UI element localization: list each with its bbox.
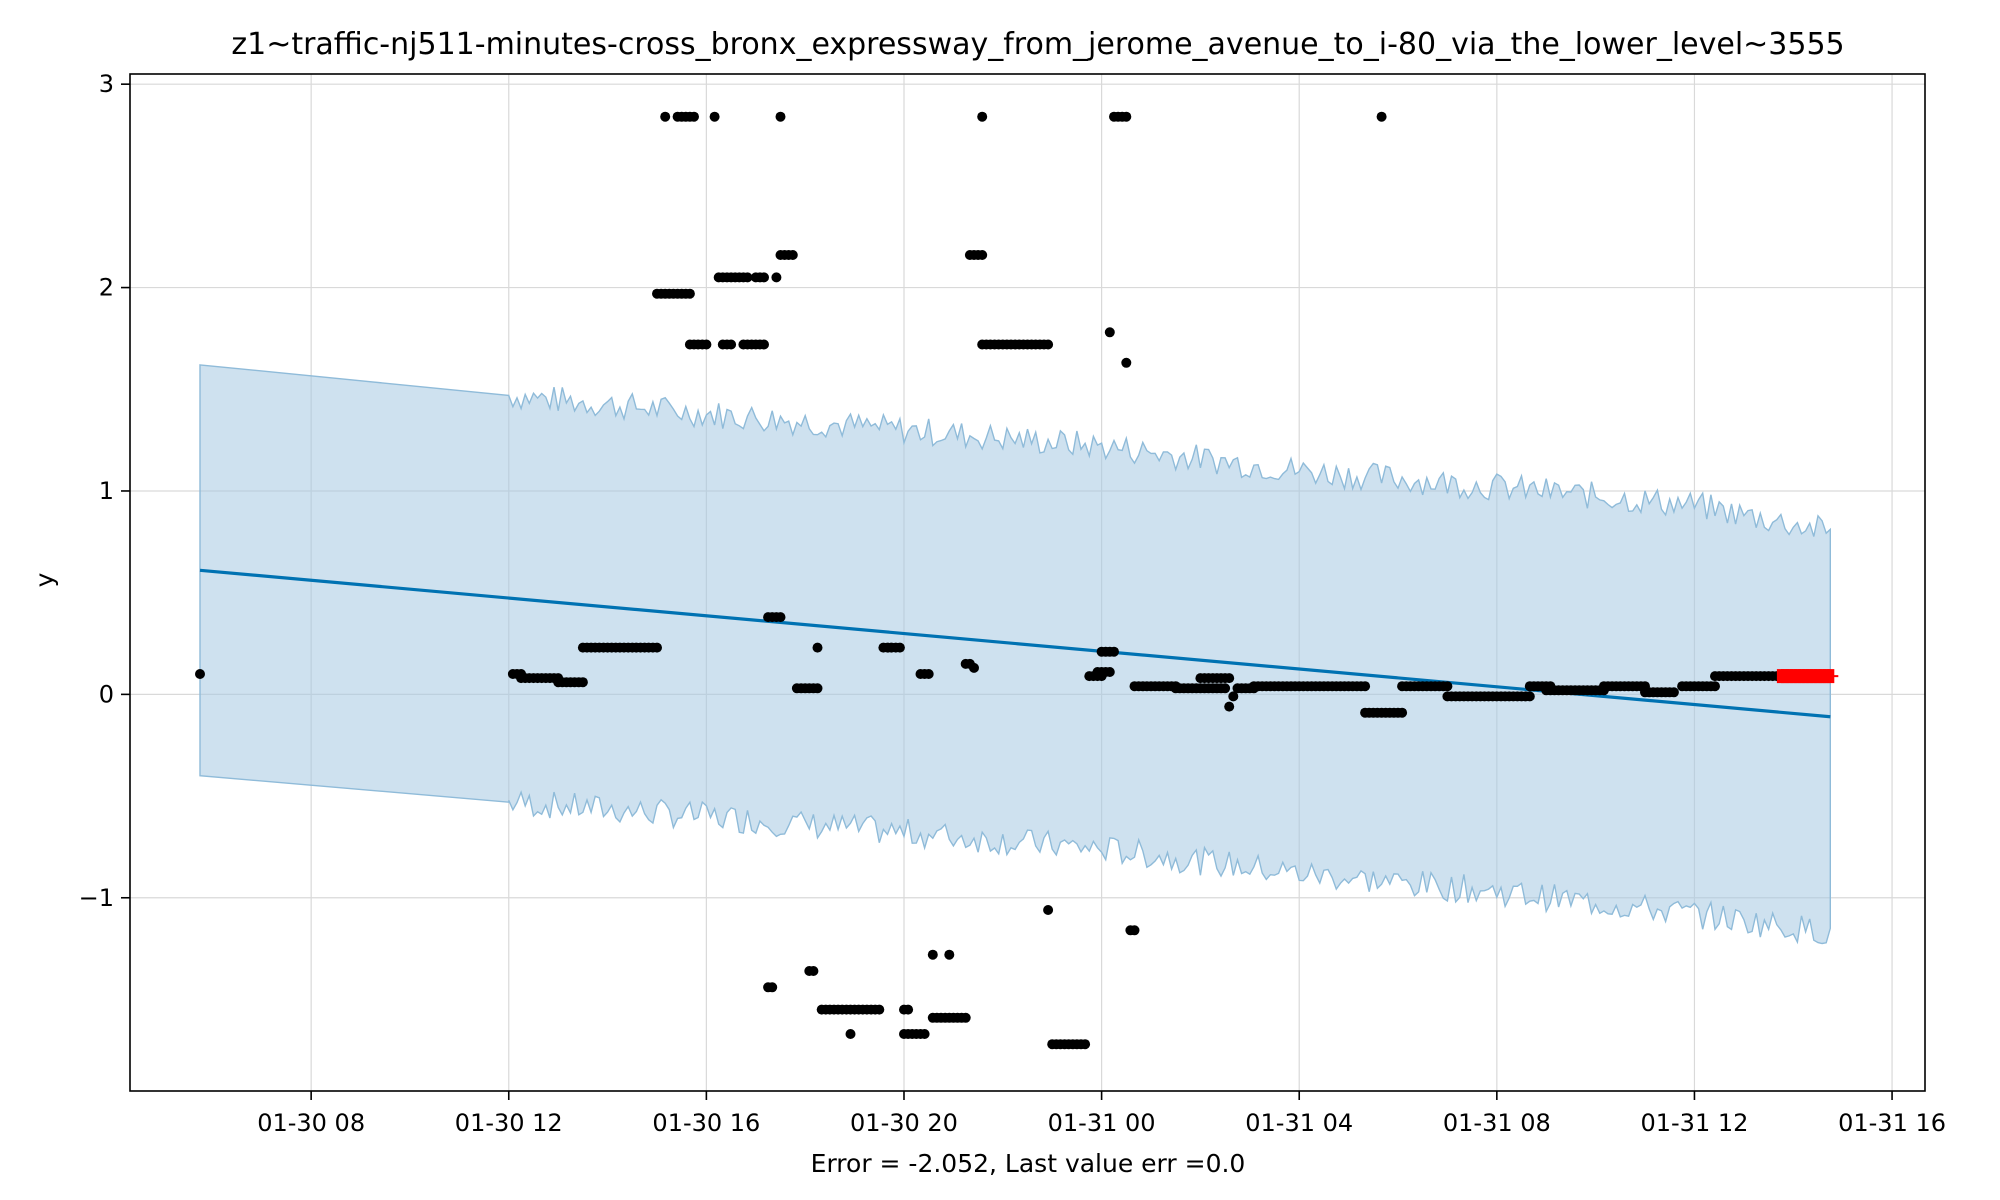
observed-point [1397, 707, 1408, 718]
uncertainty-band [199, 364, 1831, 945]
observed-point [652, 642, 662, 653]
observed-point [1442, 681, 1453, 692]
observed-point [845, 1029, 856, 1039]
observed-point [1228, 691, 1239, 702]
x-tick-label: 01-30 08 [257, 1109, 365, 1137]
x-tick-label: 01-30 20 [850, 1109, 958, 1137]
recent-point [1785, 669, 1794, 684]
recent-point [1826, 669, 1835, 684]
observed-point [195, 669, 205, 679]
x-tick-label: 01-31 08 [1443, 1109, 1551, 1137]
observed-point [1360, 681, 1371, 692]
observed-point [701, 339, 712, 350]
recent-point [1809, 669, 1818, 684]
recent-point [1793, 669, 1802, 684]
observed-point [1121, 111, 1132, 122]
observed-point [660, 111, 671, 122]
observed-point [874, 1004, 885, 1015]
x-tick-label: 01-31 16 [1838, 1109, 1946, 1137]
observed-point [684, 288, 695, 299]
observed-point [977, 250, 988, 260]
uncertainty-band-area [199, 364, 1831, 945]
observed-point [960, 1012, 971, 1023]
observed-point [1104, 327, 1115, 338]
observed-point [1109, 646, 1119, 657]
recent-point [1805, 669, 1814, 684]
observed-point [969, 662, 979, 673]
x-axis-ticks: 01-30 08 01-30 12 01-30 16 01-30 20 01-31 00… [257, 1091, 1946, 1137]
observed-points [195, 111, 1786, 1050]
observed-point [689, 111, 699, 122]
observed-point [977, 111, 988, 122]
recent-points [1776, 669, 1839, 684]
recent-point [1801, 669, 1810, 684]
observed-point [1043, 905, 1054, 915]
observed-point [1129, 925, 1140, 936]
observed-point [1668, 687, 1679, 698]
y-tick-label: 1 [99, 477, 114, 505]
y-tick-label: 3 [99, 70, 114, 98]
recent-point [1789, 669, 1798, 684]
y-tick-label: 0 [99, 680, 114, 708]
observed-point [775, 111, 786, 122]
x-tick-label: 01-30 12 [455, 1109, 563, 1137]
y-tick-label: −1 [79, 884, 114, 912]
recent-point [1781, 669, 1789, 684]
observed-point [759, 339, 769, 350]
observed-point [927, 949, 938, 960]
observed-point [787, 250, 798, 260]
recent-point [1797, 669, 1806, 684]
observed-point [903, 1004, 914, 1015]
observed-point [1104, 667, 1115, 677]
x-tick-label: 01-31 04 [1245, 1109, 1353, 1137]
x-tick-label: 01-31 00 [1048, 1109, 1156, 1137]
y-axis-ticks: −1 0 1 2 3 [79, 70, 130, 912]
plot-frame [129, 73, 1926, 1092]
observed-point [775, 612, 786, 623]
observed-point [812, 683, 823, 694]
recent-point [1818, 669, 1827, 684]
recent-point [1814, 669, 1822, 684]
x-tick-label: 01-30 16 [652, 1109, 760, 1137]
observed-point [894, 642, 905, 653]
observed-point [1524, 691, 1535, 702]
observed-point [771, 272, 782, 283]
observed-point [812, 642, 823, 653]
observed-point [1080, 1039, 1091, 1050]
observed-point [1710, 681, 1720, 692]
x-axis-label: Error = -2.052, Last value err =0.0 [811, 1149, 1246, 1178]
observed-point [1043, 339, 1054, 350]
observed-point [767, 982, 778, 993]
observed-point [1376, 111, 1387, 122]
observed-point [808, 966, 819, 976]
observed-point [1224, 673, 1235, 684]
observed-point [742, 272, 753, 283]
recent-point [1822, 669, 1831, 684]
y-axis-label: y [30, 572, 59, 587]
observed-point [944, 949, 955, 960]
observed-point [1224, 701, 1235, 712]
observed-point [577, 677, 588, 688]
observed-point [1220, 683, 1231, 694]
observed-point [726, 339, 737, 350]
observed-point [919, 1029, 930, 1039]
observed-point [923, 669, 934, 679]
recent-point [1776, 669, 1785, 684]
observed-point [709, 111, 720, 122]
y-tick-label: 2 [99, 274, 114, 302]
chart-title: z1~traffic-nj511-minutes-cross_bronx_exp… [231, 27, 1844, 62]
observed-point [759, 272, 769, 283]
x-tick-label: 01-31 12 [1640, 1109, 1748, 1137]
observed-point [1121, 357, 1132, 368]
